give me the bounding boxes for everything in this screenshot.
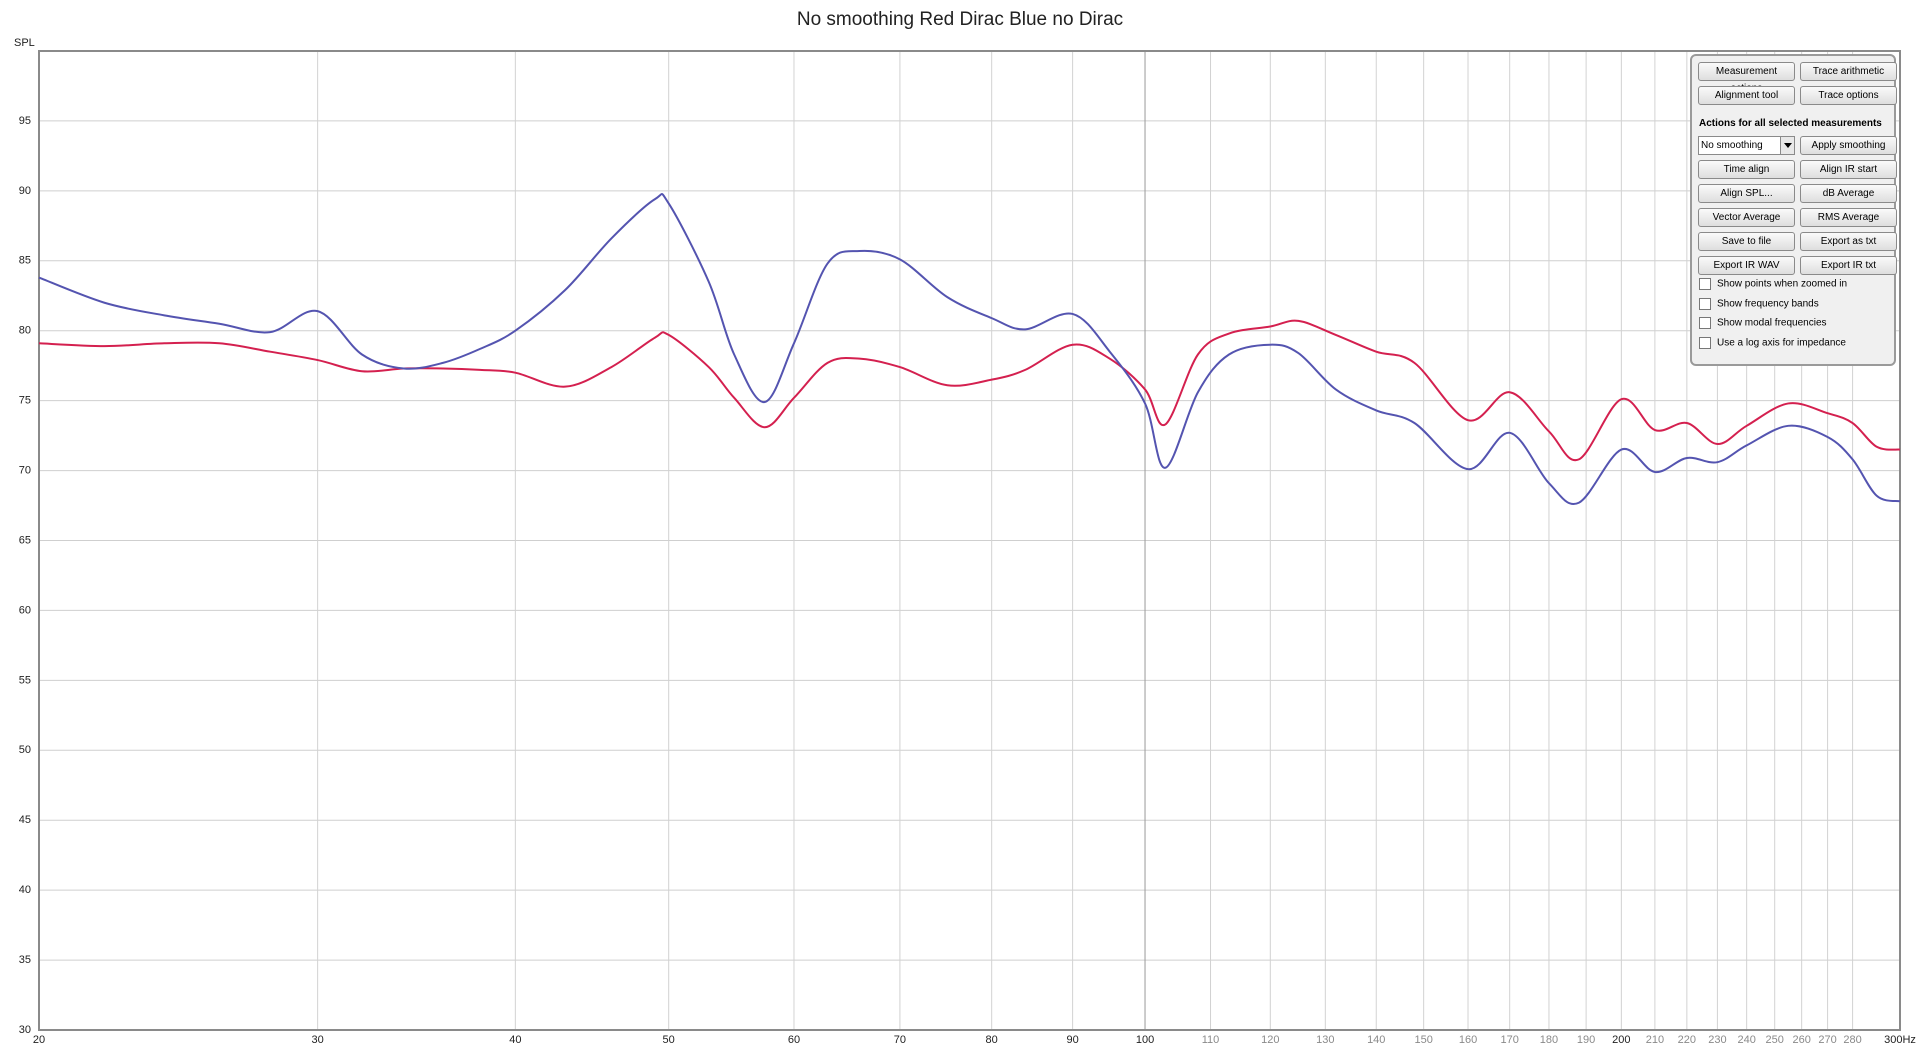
checkbox[interactable] bbox=[1699, 278, 1711, 290]
x-tick-label: 70 bbox=[894, 1034, 906, 1046]
y-tick-label: 75 bbox=[19, 395, 31, 407]
x-tick-label: 160 bbox=[1459, 1034, 1477, 1046]
button[interactable]: Time align bbox=[1698, 160, 1795, 179]
y-tick-label: 80 bbox=[19, 325, 31, 337]
x-tick-label: 210 bbox=[1646, 1034, 1664, 1046]
y-axis-label: SPL bbox=[14, 37, 35, 49]
x-tick-label: 80 bbox=[986, 1034, 998, 1046]
button[interactable]: Export as txt bbox=[1800, 232, 1897, 251]
control-panel: Measurement actions Trace arithmetic Ali… bbox=[1690, 54, 1897, 366]
x-tick-label: 20 bbox=[33, 1034, 45, 1046]
checkbox-label: Show modal frequencies bbox=[1717, 317, 1827, 329]
x-tick-label: 250 bbox=[1766, 1034, 1784, 1046]
checkbox-row[interactable]: Show frequency bands bbox=[1699, 297, 1819, 311]
x-tick-label: 100 bbox=[1136, 1034, 1154, 1046]
y-tick-label: 95 bbox=[19, 115, 31, 127]
dropdown-arrow[interactable] bbox=[1780, 137, 1794, 154]
button[interactable]: Export IR txt bbox=[1800, 256, 1897, 275]
y-tick-label: 70 bbox=[19, 464, 31, 476]
button[interactable]: Trace options bbox=[1800, 86, 1897, 105]
x-tick-label: 280 bbox=[1843, 1034, 1861, 1046]
x-tick-label: 150 bbox=[1414, 1034, 1432, 1046]
button[interactable]: Alignment tool bbox=[1698, 86, 1795, 105]
section-title: Actions for all selected measurements bbox=[1699, 118, 1882, 129]
button[interactable]: dB Average bbox=[1800, 184, 1897, 203]
x-tick-label: 220 bbox=[1678, 1034, 1696, 1046]
y-tick-label: 85 bbox=[19, 255, 31, 267]
y-tick-label: 55 bbox=[19, 674, 31, 686]
y-tick-label: 30 bbox=[19, 1024, 31, 1036]
button[interactable]: Apply smoothing bbox=[1800, 136, 1897, 155]
x-tick-label: 50 bbox=[663, 1034, 675, 1046]
x-tick-label: 300Hz bbox=[1884, 1034, 1916, 1046]
y-tick-label: 40 bbox=[19, 884, 31, 896]
checkbox-row[interactable]: Show points when zoomed in bbox=[1699, 278, 1847, 291]
button[interactable]: RMS Average bbox=[1800, 208, 1897, 227]
x-tick-label: 30 bbox=[312, 1034, 324, 1046]
button[interactable]: Export IR WAV bbox=[1698, 256, 1795, 275]
checkbox-row[interactable]: Use a log axis for impedance bbox=[1699, 336, 1846, 350]
x-tick-label: 120 bbox=[1261, 1034, 1279, 1046]
button[interactable]: Align IR start bbox=[1800, 160, 1897, 179]
x-tick-label: 200 bbox=[1612, 1034, 1630, 1046]
checkbox[interactable] bbox=[1699, 336, 1711, 349]
series-line bbox=[38, 193, 1901, 505]
y-tick-label: 60 bbox=[19, 604, 31, 616]
series-line bbox=[38, 319, 1901, 462]
x-tick-label: 90 bbox=[1066, 1034, 1078, 1046]
button[interactable]: Measurement actions bbox=[1698, 62, 1795, 94]
checkbox[interactable] bbox=[1699, 317, 1711, 329]
x-tick-label: 230 bbox=[1708, 1034, 1726, 1046]
dropdown-value: No smoothing bbox=[1701, 140, 1763, 151]
checkbox[interactable] bbox=[1699, 297, 1711, 310]
chart-title: No smoothing Red Dirac Blue no Dirac bbox=[797, 9, 1123, 30]
y-tick-label: 45 bbox=[19, 814, 31, 826]
y-tick-label: 90 bbox=[19, 185, 31, 197]
plot-border bbox=[38, 50, 1901, 1031]
y-tick-label: 50 bbox=[19, 744, 31, 756]
x-tick-label: 140 bbox=[1367, 1034, 1385, 1046]
button[interactable]: Save to file bbox=[1698, 232, 1795, 251]
checkbox-label: Show frequency bands bbox=[1717, 298, 1819, 310]
x-tick-label: 170 bbox=[1500, 1034, 1518, 1046]
x-tick-label: 260 bbox=[1792, 1034, 1810, 1046]
x-tick-label: 40 bbox=[509, 1034, 521, 1046]
x-tick-label: 240 bbox=[1737, 1034, 1755, 1046]
button[interactable]: Align SPL... bbox=[1698, 184, 1795, 203]
y-tick-label: 35 bbox=[19, 954, 31, 966]
checkbox-row[interactable]: Show modal frequencies bbox=[1699, 317, 1827, 330]
x-tick-label: 60 bbox=[788, 1034, 800, 1046]
button[interactable]: Vector Average bbox=[1698, 208, 1795, 227]
checkbox-label: Use a log axis for impedance bbox=[1717, 337, 1846, 349]
x-tick-label: 110 bbox=[1202, 1034, 1220, 1046]
x-tick-label: 190 bbox=[1577, 1034, 1595, 1046]
x-tick-label: 270 bbox=[1818, 1034, 1836, 1046]
checkbox-label: Show points when zoomed in bbox=[1717, 278, 1848, 290]
x-tick-label: 130 bbox=[1316, 1034, 1334, 1046]
y-tick-label: 65 bbox=[19, 534, 31, 546]
button[interactable]: Trace arithmetic bbox=[1800, 62, 1897, 81]
x-tick-label: 180 bbox=[1540, 1034, 1558, 1046]
smoothing-dropdown[interactable]: No smoothing bbox=[1698, 136, 1795, 155]
